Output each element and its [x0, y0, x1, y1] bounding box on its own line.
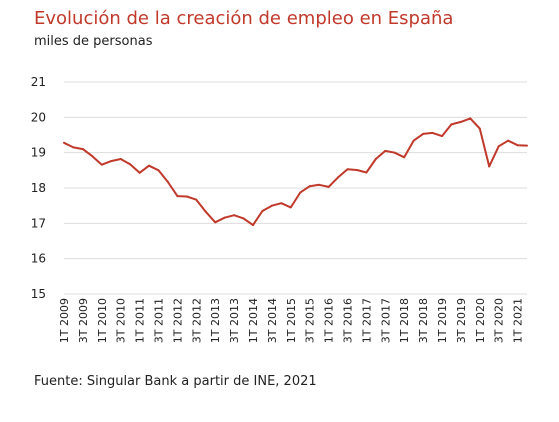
x-tick-label: 1T 2011: [134, 298, 147, 343]
x-tick-label: 1T 2014: [247, 298, 260, 343]
y-axis-ticks: 15 16 17 18 19 20 21: [31, 75, 46, 301]
data-point: [110, 160, 113, 163]
x-tick-label: 1T 2013: [209, 298, 222, 343]
data-point: [63, 141, 65, 144]
x-tick-label: 1T 2009: [58, 298, 71, 343]
data-point: [459, 120, 462, 123]
data-point: [299, 191, 302, 194]
x-tick-label: 1T 2021: [512, 298, 525, 343]
data-point: [412, 139, 415, 142]
data-point: [365, 171, 368, 174]
data-point: [251, 224, 254, 227]
data-point: [91, 155, 94, 158]
x-tick-label: 1T 2010: [96, 298, 109, 343]
data-point: [497, 145, 500, 148]
data-point: [355, 168, 358, 171]
gridlines: [64, 81, 527, 295]
data-point: [384, 149, 387, 152]
data-point: [157, 169, 160, 172]
data-point: [233, 214, 236, 217]
x-tick-label: 1T 2016: [323, 298, 336, 343]
x-tick-label: 1T 2019: [436, 298, 449, 343]
data-point: [129, 163, 132, 166]
chart-subtitle: miles de personas: [34, 34, 153, 49]
data-point: [72, 146, 75, 149]
x-tick-label: 3T 2013: [228, 298, 241, 343]
x-tick-label: 3T 2019: [455, 298, 468, 343]
data-point: [469, 117, 472, 120]
data-point: [403, 156, 406, 159]
x-tick-label: 3T 2012: [190, 298, 203, 343]
x-tick-label: 1T 2018: [398, 298, 411, 343]
data-point: [119, 158, 122, 161]
line-chart: 15 16 17 18 19 20 21 1T 2009 3T 2009 1T 2010 3T 2…: [31, 75, 528, 343]
x-tick-label: 3T 2009: [77, 298, 90, 343]
y-tick-label: 20: [31, 110, 46, 124]
data-point: [204, 210, 207, 213]
data-point: [440, 135, 443, 138]
x-tick-label: 3T 2014: [266, 298, 279, 343]
data-point: [526, 144, 528, 147]
data-point: [148, 164, 151, 167]
data-point: [100, 163, 103, 166]
data-point: [138, 171, 141, 174]
x-tick-label: 3T 2017: [379, 298, 392, 343]
data-point: [507, 139, 510, 142]
y-tick-label: 15: [31, 287, 46, 301]
data-point: [214, 221, 217, 224]
data-point: [327, 185, 330, 188]
x-tick-label: 3T 2020: [493, 298, 506, 343]
data-point: [242, 217, 245, 220]
x-tick-label: 3T 2018: [417, 298, 430, 343]
data-point: [516, 144, 519, 147]
data-point: [176, 195, 179, 198]
series-employment: [63, 117, 528, 227]
x-tick-label: 1T 2020: [474, 298, 487, 343]
data-point: [431, 131, 434, 134]
y-tick-label: 16: [31, 252, 46, 266]
chart-title: Evolución de la creación de empleo en Es…: [34, 8, 454, 29]
data-point: [422, 132, 425, 135]
x-tick-label: 3T 2015: [304, 298, 317, 343]
y-tick-label: 18: [31, 181, 46, 195]
data-point: [280, 202, 283, 205]
y-tick-label: 21: [31, 75, 46, 89]
data-point: [488, 165, 491, 168]
data-point: [450, 123, 453, 126]
x-tick-label: 3T 2016: [341, 298, 354, 343]
data-point: [81, 148, 84, 151]
series-line: [63, 117, 528, 227]
x-tick-label: 1T 2017: [360, 298, 373, 343]
data-point: [374, 158, 377, 161]
data-point: [166, 180, 169, 183]
data-point: [261, 209, 264, 212]
x-tick-label: 1T 2015: [285, 298, 298, 343]
data-point: [289, 206, 292, 209]
data-point: [318, 183, 321, 186]
x-tick-label: 3T 2011: [152, 298, 165, 343]
source-note: Fuente: Singular Bank a partir de INE, 2…: [34, 374, 317, 389]
x-tick-label: 1T 2012: [171, 298, 184, 343]
x-axis-ticks: 1T 2009 3T 2009 1T 2010 3T 2010 1T 2011 3T 20…: [58, 298, 525, 343]
data-point: [195, 198, 198, 201]
x-tick-label: 3T 2010: [115, 298, 128, 343]
data-point: [337, 176, 340, 179]
data-point: [346, 168, 349, 171]
y-tick-label: 17: [31, 216, 46, 230]
data-point: [185, 195, 188, 198]
data-point: [270, 204, 273, 207]
y-tick-label: 19: [31, 146, 46, 160]
data-point: [308, 185, 311, 188]
data-point: [223, 216, 226, 219]
data-point: [478, 127, 481, 130]
data-point: [393, 151, 396, 154]
